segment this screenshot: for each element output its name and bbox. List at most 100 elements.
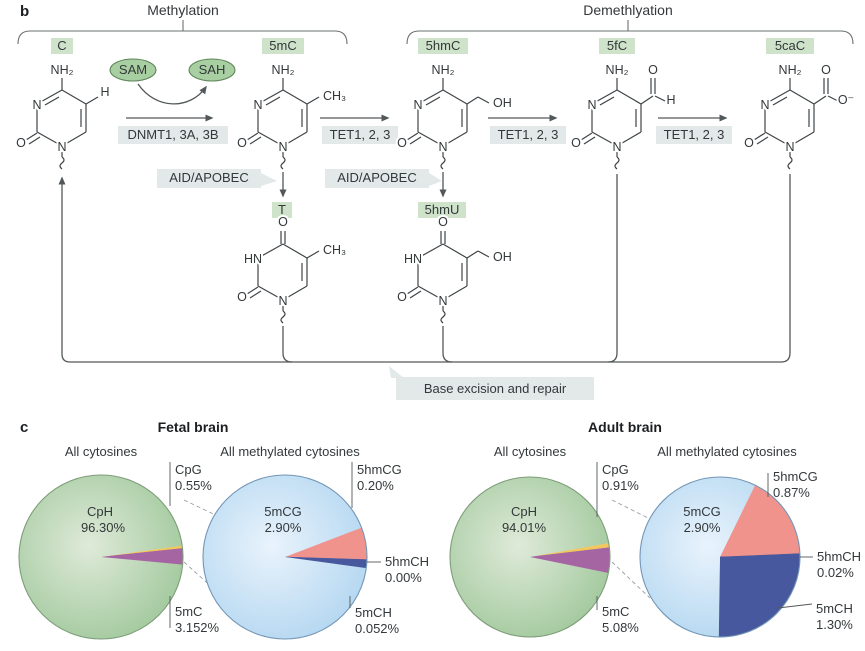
amine-label: NH₂: [51, 63, 74, 77]
molecule-5cac: O NH₂ N N O O⁻: [742, 61, 856, 170]
adult-cpg-pct: 0.91%: [602, 478, 639, 493]
fetal-5hmch-label: 5hmCH: [385, 554, 429, 569]
n1-label: N: [785, 140, 794, 154]
t-connector: [282, 326, 293, 363]
pie-fetal-methylated: [202, 474, 368, 640]
backbone-squiggle: [440, 310, 446, 324]
pie-slice-5mCG: [640, 477, 756, 637]
bond: [246, 286, 259, 295]
dnmt-box: [118, 126, 228, 144]
aid-box-1: [157, 169, 261, 188]
fetal-cph-pct: 96.30%: [81, 520, 126, 535]
backbone-squiggle: [440, 156, 446, 170]
return-path-arrow: [58, 176, 781, 363]
double-bond: [44, 96, 60, 106]
double-bond: [772, 96, 788, 106]
adult-5hmch-pct: 0.02%: [817, 565, 854, 580]
tet-label-2: TET1, 2, 3: [498, 127, 559, 142]
5hmu-connector: [442, 326, 453, 363]
5cac-connector: [780, 174, 791, 363]
molecule-t: O O HN N CH₃: [235, 213, 348, 324]
panel-b: b Methylation Demethlyation C 5mC 5hmC 5…: [14, 2, 856, 400]
double-bond: [249, 290, 262, 299]
pie-slice-5mCH: [718, 555, 801, 638]
panel-c-letter: c: [20, 419, 28, 436]
n1-label: N: [438, 140, 447, 154]
fetal-5hmcg-label: 5hmCG: [357, 462, 402, 477]
bond: [257, 243, 284, 259]
n1-label: N: [612, 140, 621, 154]
fetal-all-cytosines-subtitle: All cytosines: [65, 444, 138, 459]
bond: [466, 96, 479, 105]
adult-cpg-label: CpG: [602, 462, 629, 477]
tag-5hmU-label: 5hmU: [425, 202, 460, 217]
n1-label: N: [278, 140, 287, 154]
hydroxyl-label: OH: [493, 96, 512, 110]
bond: [764, 131, 791, 147]
tag-C: [51, 38, 73, 54]
bond: [61, 89, 87, 105]
pie-slice-CpH: [18, 474, 183, 639]
bond: [282, 89, 308, 105]
molecule-structures: ONH₂NNHONH₂NNCH₃ONH₂NNOHONH₂NNOHONH₂NNOO…: [14, 61, 856, 324]
bond: [61, 131, 87, 147]
double-bond: [265, 96, 281, 106]
bond: [616, 89, 642, 105]
molecule-5hmc: O NH₂ N N OH: [395, 61, 514, 170]
oxygen-label: O: [16, 136, 26, 150]
tag-5fC-label: 5fC: [607, 38, 627, 53]
methyl-label: CH₃: [323, 89, 346, 103]
tag-5fC: [599, 38, 635, 54]
backbone-squiggle: [614, 156, 620, 170]
bond: [282, 285, 308, 301]
fetal-cpg-label: CpG: [175, 462, 202, 477]
tag-5mC: [262, 38, 304, 54]
bond: [764, 89, 791, 105]
fetal-5mcg-pct: 2.90%: [265, 520, 302, 535]
hn-label: HN: [244, 252, 262, 266]
backbone-squiggle: [59, 156, 65, 170]
tag-C-label: C: [57, 38, 66, 53]
base-excision-box: [396, 377, 594, 400]
bond: [442, 89, 468, 105]
bond: [406, 132, 419, 141]
aid-box-1-notch: [261, 173, 277, 186]
tet-box-2: [490, 126, 566, 144]
bond: [753, 132, 766, 141]
bond: [306, 250, 320, 259]
bond: [257, 89, 284, 105]
bond: [85, 96, 99, 105]
methyl-label: CH₃: [323, 243, 346, 257]
pie-slice-5mCG: [202, 474, 367, 639]
demethylation-title: Demethlyation: [583, 2, 673, 18]
bond: [477, 96, 490, 104]
bond: [417, 89, 444, 105]
tag-5mC-label: 5mC: [269, 38, 296, 53]
molecule-5hmu: O O HN N OH: [395, 213, 514, 324]
bond: [591, 131, 618, 147]
oxygen-label: O: [571, 136, 581, 150]
oxygen-label: O: [648, 63, 658, 77]
amine-label: NH₂: [779, 63, 802, 77]
bond: [827, 95, 839, 102]
double-bond: [599, 96, 615, 106]
double-bond: [249, 136, 262, 145]
double-bond: [409, 290, 422, 299]
bond: [477, 250, 490, 258]
sam-oval: [109, 58, 157, 82]
oxygen-label: O: [438, 215, 448, 229]
aid-label-2: AID/APOBEC: [337, 170, 416, 185]
fetal-5hmch-pct: 0.00%: [385, 570, 422, 585]
double-bond: [583, 136, 596, 145]
oxygen-label: O: [397, 136, 407, 150]
molecule-5mc: O NH₂ N N CH₃: [235, 61, 348, 170]
hn-label: HN: [404, 252, 422, 266]
adult-5mch-label: 5mCH: [816, 601, 853, 616]
bond: [813, 95, 827, 105]
demethylation-bracket: [406, 30, 854, 45]
bond: [306, 96, 320, 105]
tag-5hmC-label: 5hmC: [426, 38, 461, 53]
h-label: H: [100, 85, 109, 99]
tet-label-1: TET1, 2, 3: [330, 127, 391, 142]
bond: [616, 131, 642, 147]
